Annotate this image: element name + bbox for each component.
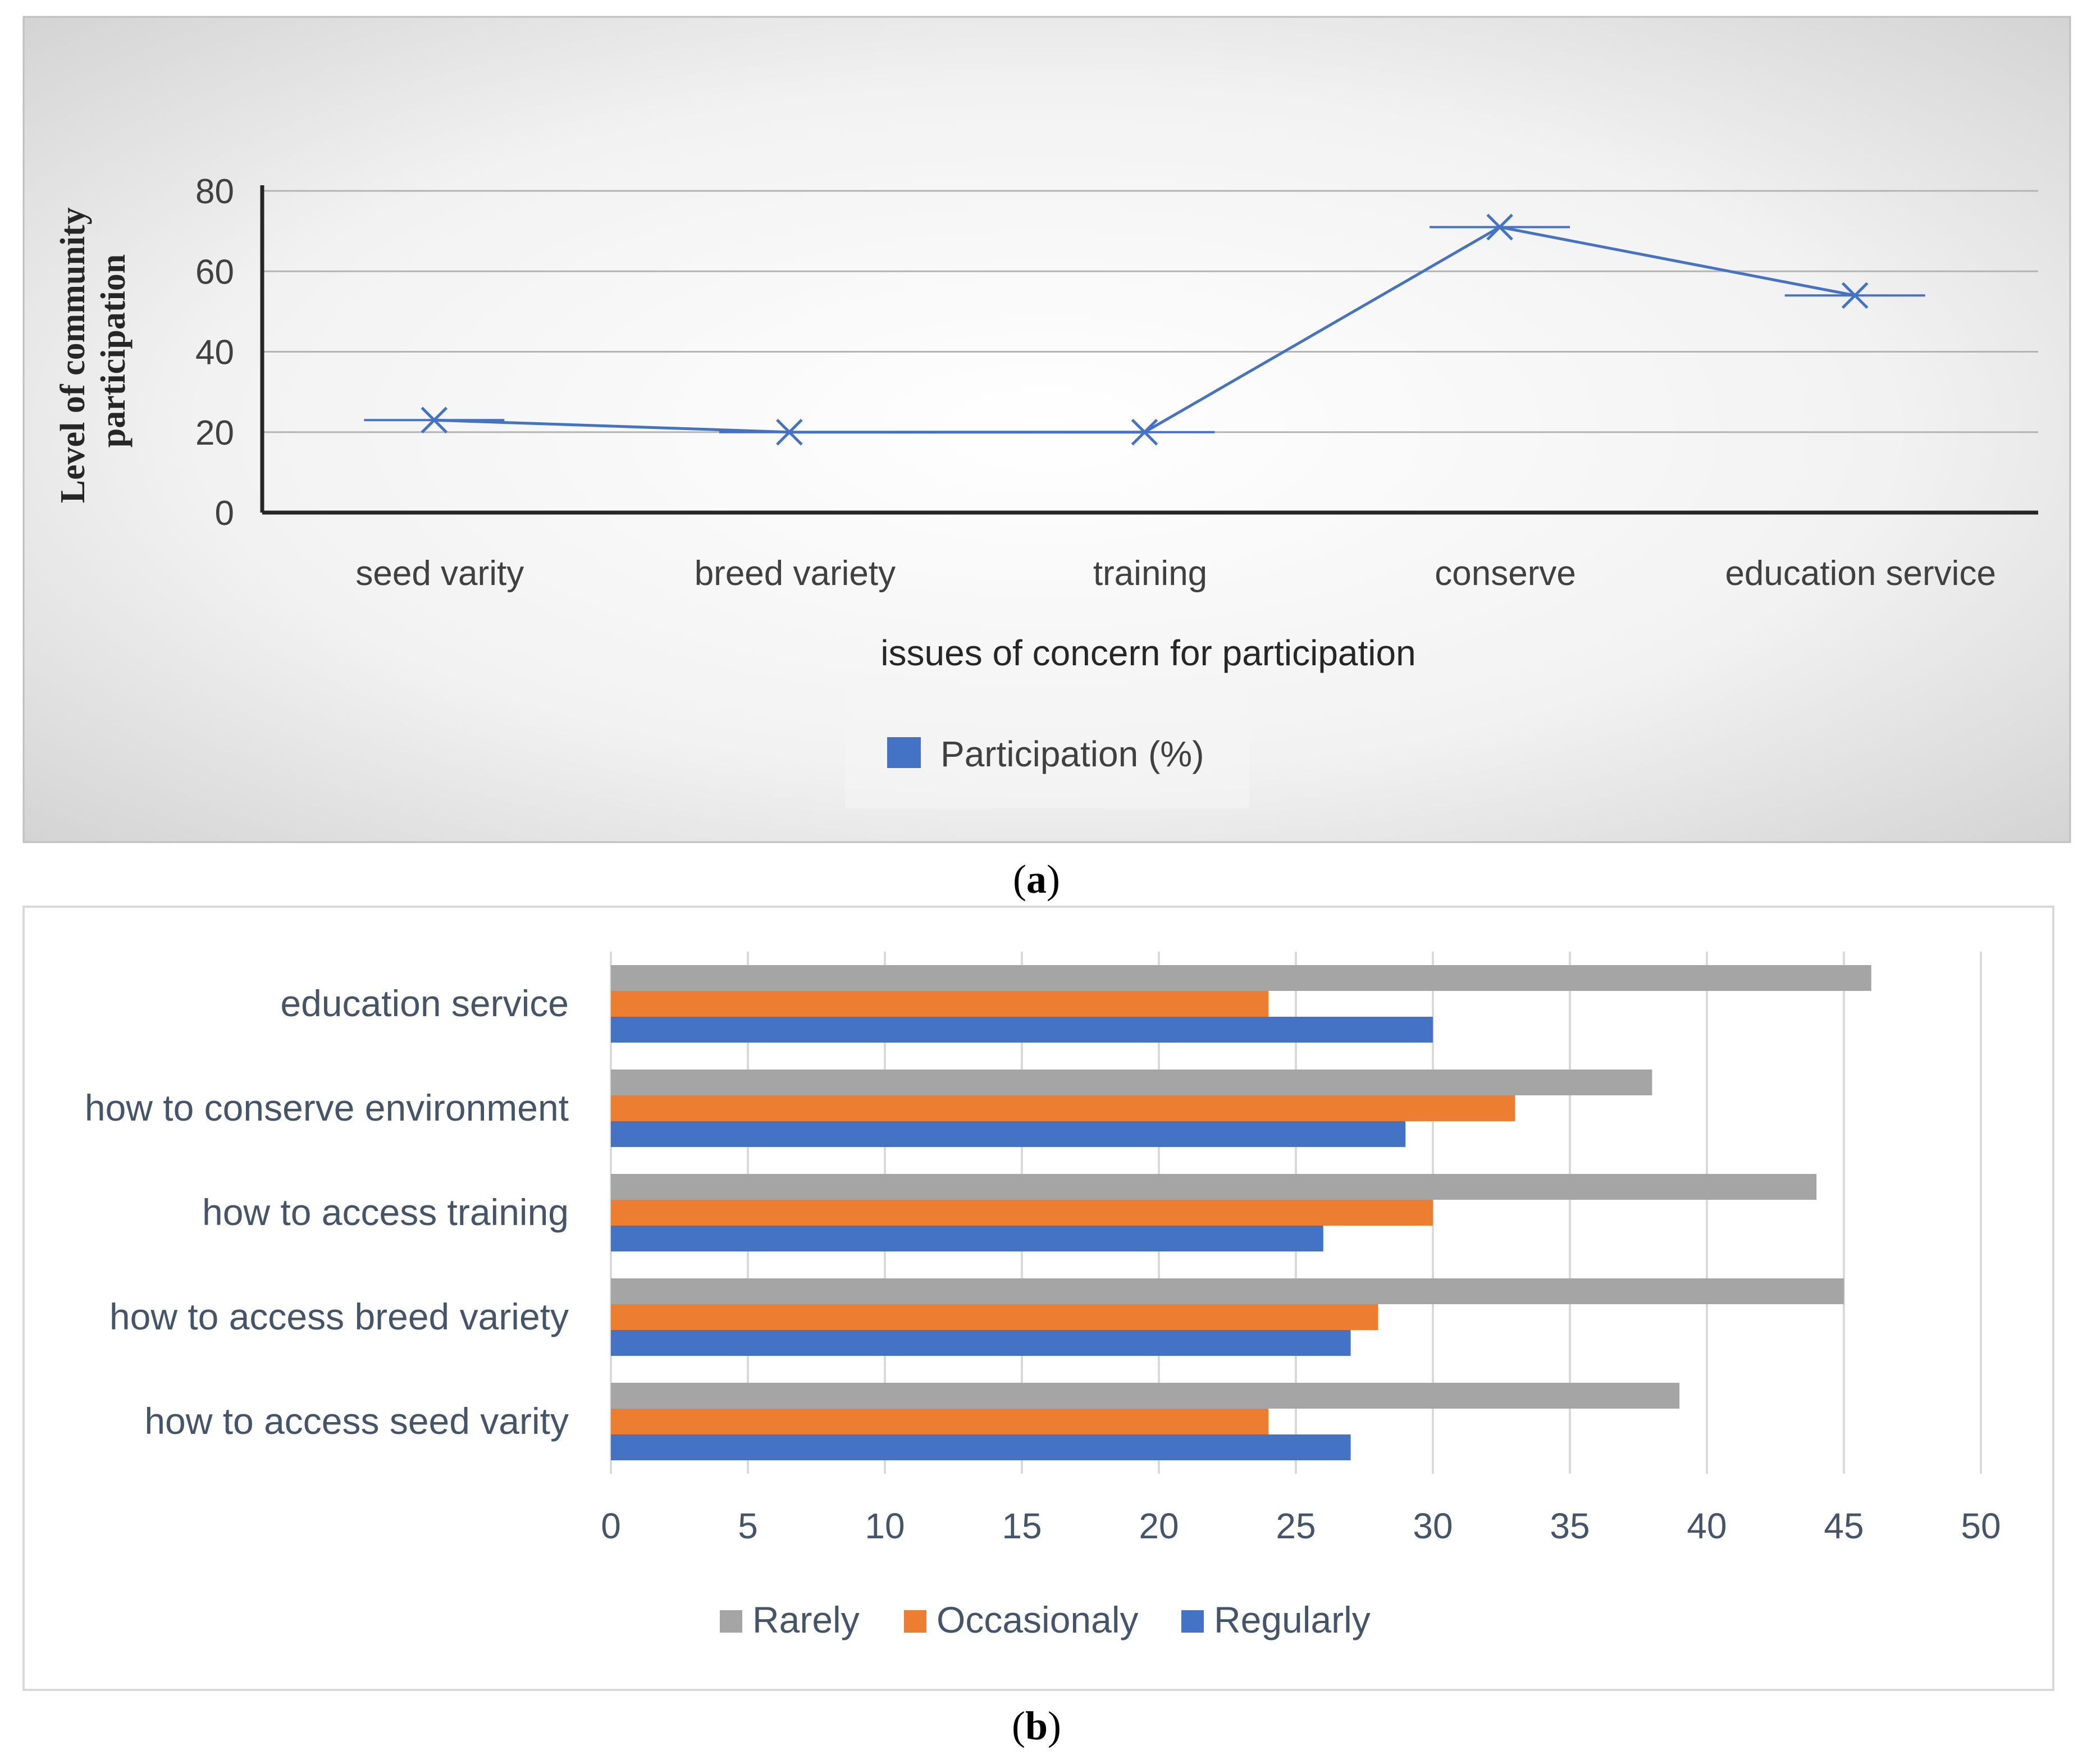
panel-b-bar-occasionaly-how-to-access-breed-variety [611, 1304, 1378, 1330]
panel-a-y-axis-label-line-1: Level of community [54, 207, 92, 503]
panel-b-legend-item-rarely: Rarely [720, 1599, 860, 1640]
panel-b-bar-rarely-how-to-access-training [611, 1174, 1817, 1200]
panel-a-y-tick-0: 0 [215, 494, 234, 533]
panel-b-caption-letter: b [1025, 1703, 1048, 1748]
panel-a-x-axis-label: issues of concern for participation [880, 633, 1415, 673]
panel-b-legend-swatch-rarely [720, 1610, 742, 1633]
panel-b-legend-label-rarely: Rarely [752, 1599, 860, 1640]
panel-b-legend-swatch-regularly [1181, 1610, 1204, 1633]
panel-a-category-training: training [1093, 554, 1207, 593]
panel-b-legend-item-occasionaly: Occasionaly [904, 1599, 1139, 1640]
panel-a-point-conserve [1430, 213, 1570, 241]
panel-b-legend-swatch-occasionaly [904, 1610, 926, 1633]
panel-b-bar-chart: 0 5 10 15 20 25 30 35 40 45 50 education service ho… [22, 906, 2054, 1691]
panel-b-bar-occasionaly-education-service [611, 991, 1269, 1017]
panel-b-legend-label-occasionaly: Occasionaly [937, 1599, 1139, 1640]
panel-b-category-how-to-access-breed-variety: how to access breed variety [109, 1296, 569, 1337]
panel-b-x-tick-30: 30 [1413, 1506, 1453, 1546]
panel-b-x-tick-labels: 0 5 10 15 20 25 30 35 40 45 50 [601, 1506, 2001, 1546]
panel-b-bar-regularly-education-service [611, 1017, 1433, 1043]
panel-a-point-marker-stroke-2 [776, 418, 803, 446]
panel-b-legend-item-regularly: Regularly [1181, 1599, 1371, 1640]
panel-a-category-conserve: conserve [1435, 554, 1576, 593]
panel-b-category-how-to-conserve-environment: how to conserve environment [85, 1087, 569, 1128]
panel-a-point-training [1074, 418, 1215, 446]
panel-a-y-tick-labels: 0 20 40 60 80 [195, 172, 234, 533]
panel-b-x-tick-45: 45 [1824, 1506, 1864, 1546]
panel-b-x-tick-0: 0 [601, 1506, 621, 1546]
panel-a-category-breed-variety: breed variety [695, 554, 896, 593]
panel-b-caption: (b) [1012, 1703, 1061, 1748]
panel-b-bar-occasionaly-how-to-access-training [611, 1200, 1433, 1226]
panel-a-legend-label: Participation (%) [940, 734, 1204, 774]
panel-b-category-labels: education service how to conserve environ… [85, 982, 569, 1442]
panel-a-legend: Participation (%) [845, 691, 1249, 808]
panel-a-point-seed-varity [364, 406, 505, 434]
panel-b-bar-rarely-how-to-access-seed-varity [611, 1383, 1680, 1409]
panel-b-x-tick-25: 25 [1276, 1506, 1316, 1546]
panel-b-bar-occasionaly-how-to-access-seed-varity [611, 1409, 1269, 1434]
panel-a-caption: (a) [1013, 857, 1060, 902]
panel-b-category-how-to-access-seed-varity: how to access seed varity [144, 1400, 569, 1442]
panel-b-bar-rarely-how-to-conserve-environment [611, 1070, 1652, 1095]
panel-a-series [364, 213, 1925, 446]
panel-a-y-tick-80: 80 [195, 172, 234, 211]
panel-a-category-education-service: education service [1725, 554, 1996, 593]
panel-a-y-axis-label: Level of community participation [54, 199, 133, 503]
panel-b-x-tick-20: 20 [1139, 1506, 1179, 1546]
panel-b-x-tick-10: 10 [865, 1506, 905, 1546]
panel-b-x-tick-5: 5 [738, 1506, 758, 1546]
panel-a-caption-letter: a [1026, 857, 1047, 902]
panel-a-point-breed-variety [719, 418, 860, 446]
panel-a-point-marker-stroke-2 [1486, 213, 1513, 241]
panel-a-point-marker-stroke-2 [1131, 418, 1158, 446]
panel-b-category-education-service: education service [280, 982, 569, 1024]
panel-a-category-labels: seed varity breed variety training conserve… [355, 554, 1996, 593]
panel-a-legend-swatch [887, 737, 921, 768]
panel-b-bar-regularly-how-to-conserve-environment [611, 1121, 1406, 1147]
panel-a-point-marker-stroke-2 [1841, 282, 1869, 309]
panel-b-legend-label-regularly: Regularly [1214, 1599, 1371, 1640]
panel-b-bar-regularly-how-to-access-breed-variety [611, 1330, 1351, 1356]
panel-a-point-marker-stroke-2 [421, 406, 448, 434]
panel-b-x-tick-50: 50 [1961, 1506, 2001, 1546]
panel-a-y-tick-40: 40 [195, 333, 234, 372]
panel-b-legend: Rarely Occasionaly Regularly [720, 1599, 1371, 1640]
panel-b-x-tick-40: 40 [1687, 1506, 1727, 1546]
panel-b-bars [611, 965, 1871, 1460]
panel-a-line-chart: 0 20 40 60 80 seed varity breed variety traini… [22, 16, 2071, 843]
panel-b-x-tick-35: 35 [1550, 1506, 1590, 1546]
panel-a-category-seed-varity: seed varity [355, 554, 524, 593]
panel-b-bar-occasionaly-how-to-conserve-environment [611, 1095, 1515, 1121]
panel-b-bar-regularly-how-to-access-training [611, 1226, 1323, 1251]
panel-b-bar-rarely-how-to-access-breed-variety [611, 1278, 1844, 1304]
panel-b-category-how-to-access-training: how to access training [202, 1191, 569, 1233]
panel-a-y-axis-label-line-2: participation [94, 254, 133, 447]
panel-a-y-tick-60: 60 [195, 253, 234, 291]
panel-b-bar-regularly-how-to-access-seed-varity [611, 1434, 1351, 1460]
panel-b-x-tick-15: 15 [1002, 1506, 1042, 1546]
panel-a-y-tick-20: 20 [195, 414, 234, 453]
panel-a-point-education-service [1784, 282, 1925, 309]
panel-b-bar-rarely-education-service [611, 965, 1871, 991]
